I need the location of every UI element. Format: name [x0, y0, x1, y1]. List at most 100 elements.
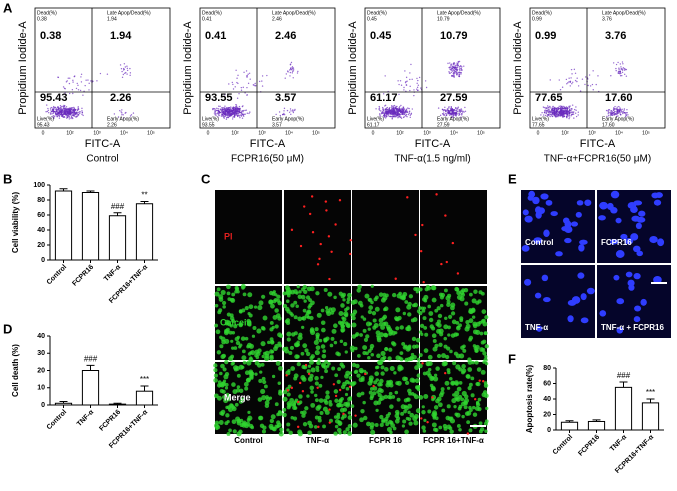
calcein-cell [468, 337, 473, 342]
calcein-cell [213, 363, 218, 368]
calcein-cell [446, 404, 451, 409]
cell-dot [558, 107, 560, 110]
calcein-cell [339, 407, 345, 413]
calcein-cell [321, 327, 326, 333]
calcein-cell [247, 292, 253, 298]
calcein-cell [471, 315, 476, 319]
calcein-cell [470, 376, 475, 381]
cell-dot [67, 109, 70, 111]
cell-dot [290, 67, 292, 69]
cell-dot [113, 113, 116, 115]
cell-dot [456, 73, 458, 75]
x-axis-label: FITC-A [415, 138, 451, 150]
calcein-cell [317, 418, 322, 423]
calcein-cell [305, 351, 311, 357]
cell-dot [565, 109, 567, 112]
cell-dot [568, 117, 570, 120]
calcein-cell [338, 431, 342, 435]
cell-dot [59, 105, 62, 107]
calcein-cell [233, 346, 238, 350]
cell-dot [230, 112, 233, 115]
cell-dot [122, 73, 125, 76]
cell-dot [626, 112, 628, 114]
calcein-cell [458, 394, 463, 399]
nucleus [636, 250, 643, 257]
cell-dot [384, 75, 386, 77]
cell-dot [591, 83, 594, 86]
calcein-cell [477, 397, 482, 402]
cell-dot [50, 110, 53, 113]
cell-dot [625, 75, 628, 77]
cell-dot [458, 66, 461, 68]
cell-dot [233, 114, 236, 117]
calcein-cell [325, 390, 330, 395]
bar [108, 215, 127, 261]
cell-dot [568, 81, 570, 83]
cell-dot [290, 110, 292, 112]
nucleus [613, 274, 620, 281]
calcein-cell [462, 344, 466, 349]
cell-dot [398, 83, 400, 86]
cell-dot [448, 71, 450, 73]
calcein-cell [324, 305, 329, 310]
calcein-cell [395, 416, 401, 421]
cell-dot [394, 106, 397, 108]
cell-dot [404, 70, 406, 72]
calcein-cell [241, 308, 246, 313]
cell-dot [73, 106, 75, 109]
nucleus [640, 298, 647, 306]
cell-dot [544, 111, 546, 113]
calcein-cell [458, 367, 463, 372]
cell-dot [460, 67, 462, 70]
calcein-cell [399, 325, 404, 330]
cell-dot [568, 106, 571, 109]
calcein-cell [294, 354, 299, 360]
calcein-cell [254, 372, 258, 376]
calcein-cell [378, 318, 384, 323]
calcein-cell [316, 404, 322, 410]
cell-dot [72, 79, 74, 82]
calcein-cell [347, 411, 352, 415]
pi-cell [419, 249, 423, 253]
cell-dot [424, 80, 427, 82]
calcein-cell [228, 428, 232, 433]
calcein-cell [407, 312, 412, 317]
cell-dot [122, 117, 125, 119]
calcein-cell [376, 400, 382, 405]
cell-dot [400, 104, 402, 107]
calcein-cell [423, 394, 429, 400]
cell-dot [460, 73, 462, 75]
calcein-cell [410, 352, 415, 357]
cell-dot [68, 92, 71, 95]
cell-dot [225, 113, 227, 115]
x-tick-label: 10² [396, 130, 404, 136]
cell-dot [396, 115, 398, 117]
calcein-cell [261, 395, 267, 401]
cell-dot [398, 113, 400, 116]
pi-cell [431, 396, 434, 399]
cell-dot [389, 112, 391, 115]
pi-cell [478, 379, 481, 382]
calcein-cell [227, 297, 232, 301]
significance-mark: ** [141, 191, 147, 200]
cell-dot [54, 106, 56, 109]
cell-dot [67, 107, 69, 110]
calcein-cell [483, 390, 488, 395]
calcein-cell [306, 369, 311, 374]
cell-dot [410, 63, 412, 66]
calcein-cell [374, 371, 380, 377]
cell-dot [552, 110, 554, 112]
calcein-cell [383, 332, 388, 338]
nucleus [616, 326, 624, 334]
calcein-cell [261, 376, 266, 381]
calcein-cell [269, 290, 274, 296]
calcein-cell [324, 369, 329, 374]
calcein-cell [304, 348, 309, 353]
calcein-cell [458, 404, 463, 409]
error-bar [565, 420, 574, 423]
calcein-cell [368, 305, 374, 310]
cell-dot [458, 114, 460, 117]
calcein-cell [309, 286, 315, 292]
cell-dot [79, 112, 81, 115]
calcein-cell [230, 339, 234, 343]
